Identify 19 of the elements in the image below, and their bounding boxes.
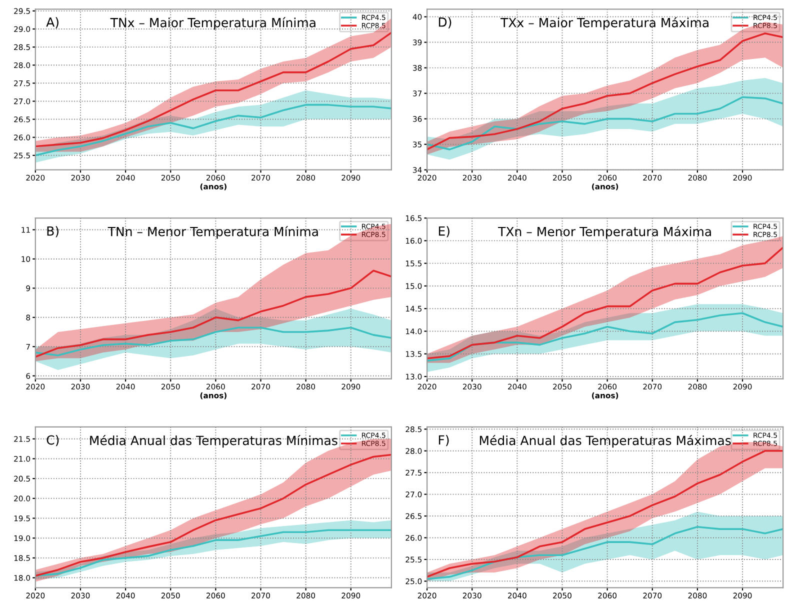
annotation: B) xyxy=(47,226,58,238)
text: Média Anual das Temperaturas Máximas xyxy=(480,435,731,448)
line-series xyxy=(427,526,784,580)
text: TNx – Maior Temperatura Mínima xyxy=(110,17,316,30)
line-series xyxy=(427,312,784,362)
text: TNn – Menor Temperatura Mínima xyxy=(108,226,318,239)
annotation: A) xyxy=(46,17,58,28)
annotation: D) xyxy=(438,17,452,28)
line-series xyxy=(35,326,392,356)
line-series xyxy=(35,104,392,156)
line-series xyxy=(35,529,392,577)
line-series xyxy=(427,96,784,150)
annotation: F) xyxy=(438,435,449,446)
text: TXn – Menor Temperatura Máxima xyxy=(498,226,711,239)
text: Média Anual das Temperaturas Mínimas xyxy=(90,435,338,448)
text: TXx – Maior Temperatura Máxima xyxy=(500,17,708,30)
annotation: E) xyxy=(438,226,450,238)
annotation: C) xyxy=(46,435,59,446)
line-series xyxy=(35,270,392,358)
